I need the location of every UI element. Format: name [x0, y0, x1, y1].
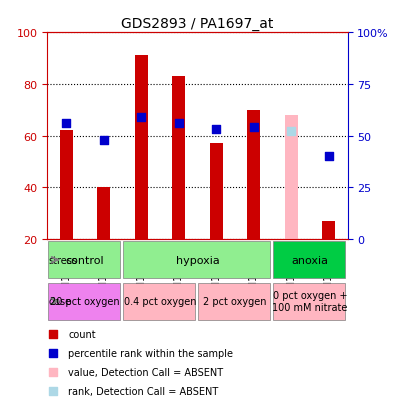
- Title: GDS2893 / PA1697_at: GDS2893 / PA1697_at: [121, 17, 274, 31]
- Point: [288, 129, 295, 135]
- Point: [63, 121, 70, 127]
- FancyBboxPatch shape: [198, 283, 270, 320]
- Point: [326, 154, 332, 160]
- Bar: [247, 110, 260, 240]
- Point: [251, 125, 257, 131]
- Text: count: count: [68, 330, 96, 339]
- Bar: [210, 144, 223, 240]
- FancyBboxPatch shape: [273, 283, 345, 320]
- Text: dose: dose: [48, 297, 71, 306]
- Bar: [60, 131, 73, 240]
- Point: [138, 114, 145, 121]
- Text: 20 pct oxygen: 20 pct oxygen: [50, 297, 120, 306]
- FancyBboxPatch shape: [123, 283, 195, 320]
- FancyBboxPatch shape: [273, 242, 345, 279]
- Text: 0 pct oxygen +
100 mM nitrate: 0 pct oxygen + 100 mM nitrate: [273, 291, 348, 312]
- Point: [249, 240, 255, 247]
- Bar: [135, 56, 148, 240]
- Text: 0.4 pct oxygen: 0.4 pct oxygen: [124, 297, 196, 306]
- Text: control: control: [66, 255, 104, 265]
- Text: 2 pct oxygen: 2 pct oxygen: [203, 297, 267, 306]
- Text: anoxia: anoxia: [292, 255, 329, 265]
- Point: [100, 137, 107, 144]
- Text: rank, Detection Call = ABSENT: rank, Detection Call = ABSENT: [68, 387, 219, 396]
- Bar: [97, 188, 110, 240]
- Point: [175, 121, 182, 127]
- Bar: [322, 221, 335, 240]
- Text: stress: stress: [48, 255, 77, 265]
- Text: hypoxia: hypoxia: [176, 255, 219, 265]
- Text: percentile rank within the sample: percentile rank within the sample: [68, 349, 233, 358]
- Point: [213, 127, 220, 133]
- Text: value, Detection Call = ABSENT: value, Detection Call = ABSENT: [68, 368, 224, 377]
- FancyBboxPatch shape: [123, 242, 270, 279]
- Bar: [172, 77, 185, 240]
- Bar: [285, 116, 298, 240]
- FancyBboxPatch shape: [48, 283, 120, 320]
- Point: [249, 67, 255, 74]
- FancyBboxPatch shape: [48, 242, 120, 279]
